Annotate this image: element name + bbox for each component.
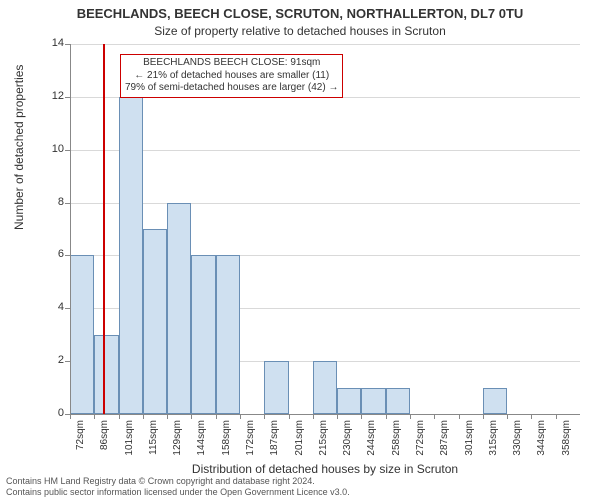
y-tick-label: 12 xyxy=(34,90,64,102)
x-axis-line xyxy=(70,414,580,415)
histogram-bar xyxy=(70,255,94,414)
histogram-bar xyxy=(216,255,240,414)
histogram-bar xyxy=(94,335,118,414)
y-axis-label: Number of detached properties xyxy=(12,65,26,230)
plot-area: 72sqm86sqm101sqm115sqm129sqm144sqm158sqm… xyxy=(70,44,580,414)
footer-line-1: Contains HM Land Registry data © Crown c… xyxy=(6,476,350,487)
annotation-box: BEECHLANDS BEECH CLOSE: 91sqm← 21% of de… xyxy=(120,54,343,98)
chart-subtitle: Size of property relative to detached ho… xyxy=(0,24,600,38)
property-marker-line xyxy=(103,44,105,414)
histogram-bar xyxy=(483,388,507,414)
y-axis-line xyxy=(70,44,71,414)
histogram-bar xyxy=(361,388,385,414)
chart-container: BEECHLANDS, BEECH CLOSE, SCRUTON, NORTHA… xyxy=(0,0,600,500)
gridline xyxy=(70,44,580,45)
annotation-line: 79% of semi-detached houses are larger (… xyxy=(125,82,338,95)
gridline xyxy=(70,150,580,151)
y-tick-label: 10 xyxy=(34,143,64,155)
annotation-line: BEECHLANDS BEECH CLOSE: 91sqm xyxy=(125,57,338,70)
y-tick-label: 14 xyxy=(34,37,64,49)
histogram-bar xyxy=(119,97,143,414)
histogram-bar xyxy=(337,388,361,414)
chart-title: BEECHLANDS, BEECH CLOSE, SCRUTON, NORTHA… xyxy=(0,6,600,21)
histogram-bar xyxy=(143,229,167,414)
gridline xyxy=(70,203,580,204)
y-tick-label: 4 xyxy=(34,301,64,313)
histogram-bar xyxy=(191,255,215,414)
y-tick-label: 6 xyxy=(34,248,64,260)
y-tick-label: 2 xyxy=(34,354,64,366)
footer-line-2: Contains public sector information licen… xyxy=(6,487,350,498)
histogram-bar xyxy=(313,361,337,414)
histogram-bar xyxy=(386,388,410,414)
histogram-bar xyxy=(264,361,288,414)
footer-attribution: Contains HM Land Registry data © Crown c… xyxy=(6,476,350,498)
annotation-line: ← 21% of detached houses are smaller (11… xyxy=(125,70,338,83)
x-axis-label: Distribution of detached houses by size … xyxy=(70,462,580,476)
y-tick-label: 8 xyxy=(34,196,64,208)
histogram-bar xyxy=(167,203,191,414)
y-tick-label: 0 xyxy=(34,407,64,419)
